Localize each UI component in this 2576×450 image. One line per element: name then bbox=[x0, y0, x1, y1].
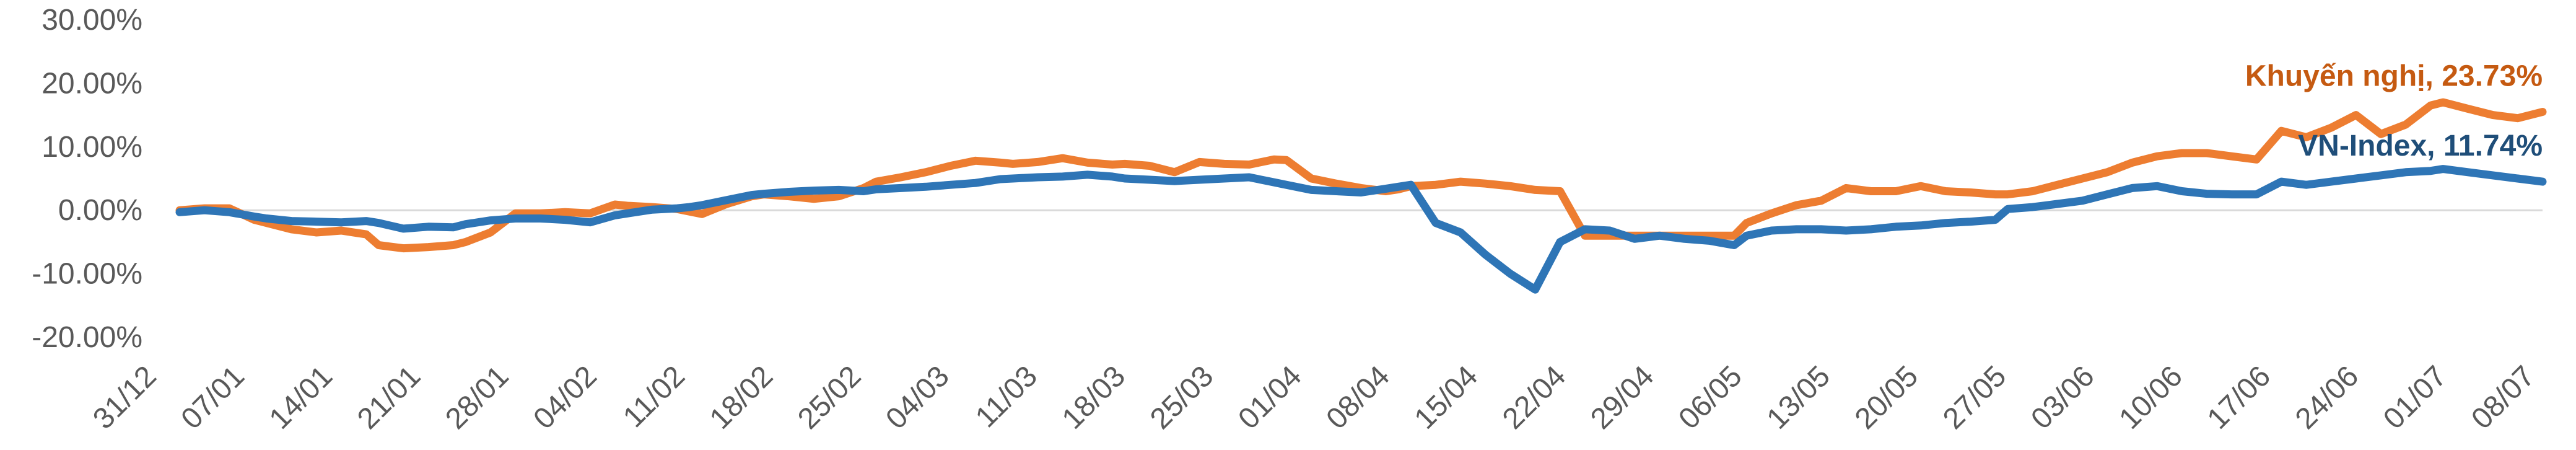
x-tick-label: 15/04 bbox=[1408, 360, 1484, 435]
x-tick-label: 27/05 bbox=[1937, 360, 2012, 435]
x-tick-label: 25/02 bbox=[792, 360, 867, 435]
y-tick-label: 0.00% bbox=[58, 194, 142, 227]
y-tick-label: 10.00% bbox=[41, 131, 142, 164]
khuyen-nghi-line bbox=[175, 98, 2547, 253]
x-tick-label: 18/03 bbox=[1056, 360, 1132, 435]
x-tick-label: 14/01 bbox=[263, 360, 339, 435]
vn-index-line bbox=[175, 165, 2547, 294]
series-group bbox=[175, 98, 2547, 294]
x-tick-label: 03/06 bbox=[2025, 360, 2100, 435]
x-tick-label: 13/05 bbox=[1761, 360, 1836, 435]
x-tick-label: 08/04 bbox=[1320, 360, 1395, 435]
y-tick-label: -10.00% bbox=[32, 258, 142, 291]
x-tick-label: 10/06 bbox=[2113, 360, 2188, 435]
x-tick-label: 07/01 bbox=[175, 360, 251, 435]
x-tick-label: 17/06 bbox=[2201, 360, 2277, 435]
x-tick-label: 22/04 bbox=[1496, 360, 1572, 435]
x-tick-label: 04/03 bbox=[880, 360, 955, 435]
x-tick-label: 04/02 bbox=[527, 360, 603, 435]
x-tick-label: 01/07 bbox=[2377, 360, 2453, 435]
x-tick-label: 28/01 bbox=[439, 360, 515, 435]
x-tick-label: 06/05 bbox=[1672, 360, 1748, 435]
x-tick-label: 21/01 bbox=[351, 360, 427, 435]
x-tick-label: 25/03 bbox=[1144, 360, 1220, 435]
x-axis: 31/12 07/01 14/01 21/01 28/01 04/02 11/02 18/02… bbox=[87, 360, 2541, 435]
x-tick-label: 20/05 bbox=[1849, 360, 1924, 435]
khuyen-nghi-end-label: Khuyến nghị, 23.73% bbox=[2245, 60, 2543, 92]
y-tick-label: -20.00% bbox=[32, 321, 142, 354]
x-tick-label: 29/04 bbox=[1584, 360, 1660, 435]
y-axis: 30.00% 20.00% 10.00% 0.00% -10.00% -20.00% bbox=[32, 4, 142, 354]
end-labels: Khuyến nghị, 23.73% VN-Index, 11.74% bbox=[2245, 60, 2543, 162]
x-tick-label: 24/06 bbox=[2289, 360, 2365, 435]
y-tick-label: 30.00% bbox=[41, 4, 142, 37]
x-tick-label: 11/02 bbox=[617, 360, 691, 434]
y-tick-label: 20.00% bbox=[41, 67, 142, 100]
x-tick-label: 31/12 bbox=[87, 360, 162, 435]
x-tick-label: 11/03 bbox=[969, 360, 1044, 434]
x-tick-label: 01/04 bbox=[1232, 360, 1308, 435]
x-tick-label: 18/02 bbox=[704, 360, 779, 435]
vn-index-end-label: VN-Index, 11.74% bbox=[2298, 130, 2543, 162]
x-tick-label: 08/07 bbox=[2465, 360, 2541, 435]
